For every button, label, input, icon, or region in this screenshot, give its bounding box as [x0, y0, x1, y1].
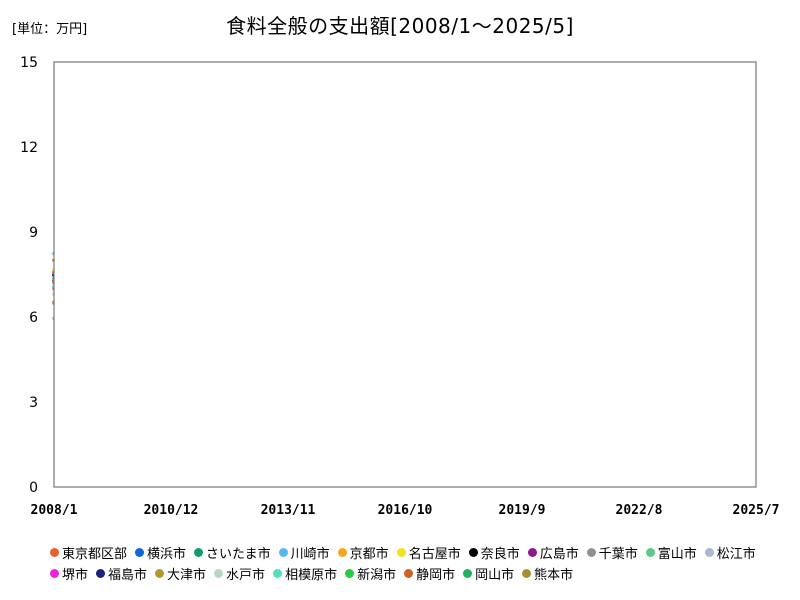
legend-marker [273, 569, 283, 578]
legend-item: さいたま市 [194, 542, 271, 563]
legend-label: 松江市 [716, 547, 756, 562]
legend-label: 名古屋市 [408, 547, 461, 562]
x-tick-label: 2008/1 [31, 503, 78, 518]
legend-marker [522, 569, 532, 578]
y-tick-label: 0 [29, 480, 38, 496]
legend-label: 広島市 [539, 547, 579, 562]
legend-marker [214, 569, 224, 578]
legend-label: 新潟市 [357, 568, 397, 583]
chart-plot: 0 3 6 9 12 15 2008/1 2010/12 2013/11 2016/10 2019/… [20, 55, 779, 518]
y-tick-label: 12 [20, 140, 38, 156]
legend-item: 東京都区部 [50, 542, 127, 563]
legend-item: 堺市 [50, 563, 88, 584]
y-tick-label: 9 [29, 225, 38, 241]
legend-marker [704, 548, 714, 557]
legend-label: 大津市 [167, 568, 207, 583]
legend-item: 相模原市 [273, 563, 337, 584]
chart-title: 食料全般の支出額[2008/1～2025/5] [226, 14, 574, 38]
axes: 0 3 6 9 12 15 2008/1 2010/12 2013/11 2016/10 2019/… [20, 55, 779, 518]
legend-marker [468, 548, 478, 557]
legend-item: 静岡市 [404, 563, 455, 584]
legend-item: 福島市 [96, 563, 147, 584]
legend-label: 東京都区部 [62, 547, 128, 562]
legend-label: 川崎市 [290, 547, 330, 562]
legend-label: 福島市 [108, 568, 148, 583]
legend-marker [135, 548, 145, 557]
y-tick-label: 15 [20, 55, 38, 71]
legend-label: 富山市 [657, 547, 697, 562]
legend-label: 奈良市 [480, 547, 520, 562]
legend-item: 京都市 [337, 542, 389, 563]
legend-label: さいたま市 [206, 547, 271, 562]
legend-item: 松江市 [704, 542, 756, 563]
legend-label: 水戸市 [226, 568, 266, 583]
x-tick-label: 2019/9 [499, 503, 546, 518]
legend-marker [396, 548, 406, 557]
legend-marker [645, 548, 655, 557]
legend-marker [404, 569, 414, 578]
legend-item: 名古屋市 [396, 542, 461, 563]
legend-item: 熊本市 [522, 563, 573, 584]
legend-marker [345, 569, 355, 578]
legend-label: 堺市 [62, 568, 89, 583]
legend-label: 相模原市 [285, 568, 338, 583]
legend-item: 富山市 [645, 542, 697, 563]
legend-item: 川崎市 [278, 542, 330, 563]
legend-item: 岡山市 [463, 563, 514, 584]
legend-label: 横浜市 [147, 547, 187, 562]
x-tick-label: 2013/11 [261, 503, 316, 518]
y-tick-label: 3 [29, 395, 38, 411]
legend-marker [337, 548, 347, 557]
legend-item: 奈良市 [468, 542, 520, 563]
legend-item: 千葉市 [586, 542, 638, 563]
plot-frame [53, 61, 757, 488]
legend-marker [586, 548, 596, 557]
legend-marker [50, 569, 59, 578]
y-tick-label: 6 [29, 310, 38, 326]
legend-item: 水戸市 [214, 563, 265, 584]
legend-label: 岡山市 [475, 568, 515, 583]
legend-label: 京都市 [349, 547, 389, 562]
unit-label: [単位：万円] [12, 22, 88, 37]
legend-marker [96, 569, 106, 578]
legend-label: 静岡市 [416, 568, 456, 583]
x-tick-label: 2016/10 [378, 503, 433, 518]
legend-label: 熊本市 [534, 568, 574, 583]
legend-item: 新潟市 [345, 563, 396, 584]
legend-marker [463, 569, 473, 578]
legend-item: 横浜市 [135, 542, 186, 563]
legend-item: 大津市 [155, 563, 206, 584]
legend: 東京都区部 横浜市 さいたま市 川崎市 京都市 名古屋市 奈良市 広島市 千葉市 富山市 松江市堺市… [50, 542, 790, 584]
legend-marker [194, 548, 204, 557]
legend-marker [278, 548, 288, 557]
legend-label: 千葉市 [598, 547, 638, 562]
x-tick-label: 2022/8 [616, 503, 663, 518]
x-tick-label: 2025/7 [733, 503, 780, 518]
x-tick-label: 2010/12 [144, 503, 199, 518]
legend-marker [50, 548, 59, 557]
legend-marker [527, 548, 537, 557]
legend-item: 広島市 [527, 542, 579, 563]
legend-marker [155, 569, 165, 578]
